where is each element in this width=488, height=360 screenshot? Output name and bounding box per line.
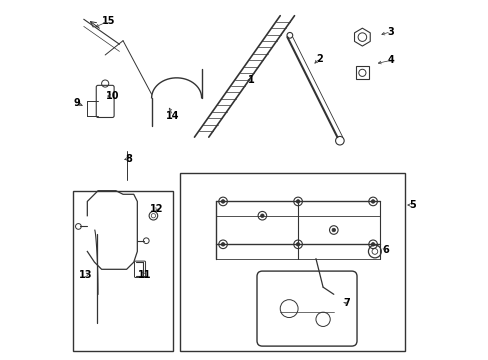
Circle shape — [260, 214, 264, 217]
Circle shape — [221, 243, 224, 246]
Circle shape — [370, 243, 374, 246]
Text: 13: 13 — [79, 270, 92, 280]
Circle shape — [370, 200, 374, 203]
Text: 11: 11 — [138, 270, 151, 280]
Bar — [73, 191, 173, 351]
Text: 10: 10 — [105, 91, 119, 101]
Text: 15: 15 — [102, 16, 115, 26]
Circle shape — [221, 200, 224, 203]
Text: 1: 1 — [248, 75, 255, 85]
Text: 2: 2 — [316, 54, 322, 64]
Text: 4: 4 — [387, 55, 393, 65]
Circle shape — [331, 228, 335, 232]
Bar — [180, 173, 405, 351]
Text: 12: 12 — [150, 203, 163, 213]
Text: 3: 3 — [387, 27, 393, 37]
Text: 5: 5 — [408, 200, 415, 210]
Circle shape — [296, 243, 299, 246]
Text: 7: 7 — [342, 298, 349, 308]
Text: 9: 9 — [73, 98, 80, 108]
Text: 6: 6 — [382, 245, 388, 255]
Text: 14: 14 — [166, 111, 180, 121]
Circle shape — [296, 200, 299, 203]
Text: 8: 8 — [125, 154, 132, 163]
